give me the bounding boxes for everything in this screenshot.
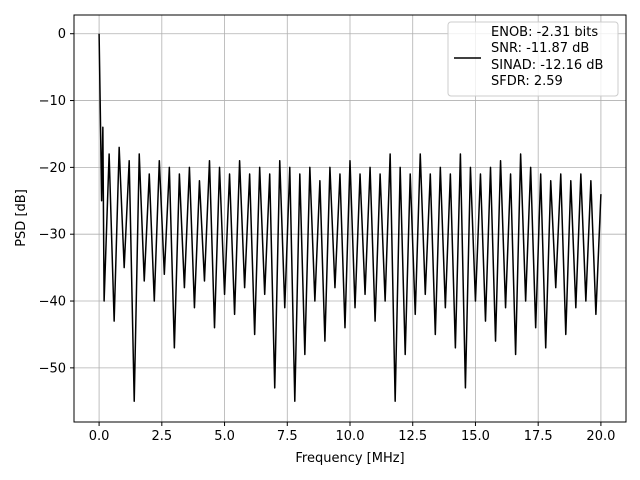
y-tick-label: 0: [58, 27, 66, 42]
x-tick-label: 7.5: [277, 429, 298, 444]
y-tick-label: −30: [39, 228, 66, 243]
legend: [447, 21, 619, 97]
y-tick-label: −20: [39, 161, 66, 176]
y-axis-label: PSD [dB]: [14, 189, 29, 247]
x-tick-label: 10.0: [336, 429, 365, 444]
x-axis-label: Frequency [MHz]: [295, 451, 404, 466]
x-tick-label: 20.0: [586, 429, 615, 444]
x-tick-label: 0.0: [89, 429, 110, 444]
x-tick-label: 17.5: [524, 429, 553, 444]
y-tick-label: −10: [39, 94, 66, 109]
psd-line: [98, 33, 602, 403]
y-tick-label: −40: [39, 295, 66, 310]
x-tick-label: 5.0: [214, 429, 235, 444]
x-tick-label: 2.5: [151, 429, 172, 444]
legend-label: ENOB: -2.31 bits SNR: -11.87 dB SINAD: -…: [491, 25, 604, 90]
x-tick-label: 15.0: [461, 429, 490, 444]
x-tick-label: 12.5: [398, 429, 427, 444]
y-tick-label: −50: [39, 361, 66, 376]
